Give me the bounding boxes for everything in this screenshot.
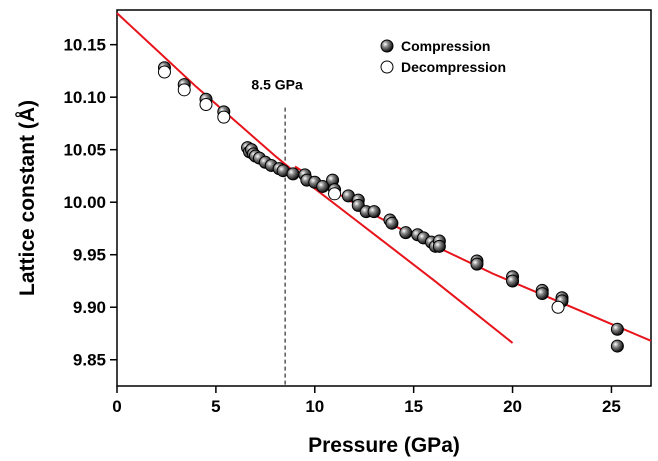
point — [610, 339, 624, 353]
point — [177, 83, 191, 97]
point — [217, 110, 231, 124]
point — [157, 65, 171, 79]
y-tick-label: 10.10 — [63, 88, 106, 107]
x-tick-label: 0 — [112, 397, 121, 416]
x-axis-title: Pressure (GPa) — [308, 434, 460, 457]
point — [432, 239, 446, 253]
point — [399, 226, 413, 240]
point — [470, 257, 484, 271]
y-tick-label: 9.95 — [73, 246, 106, 265]
legend-label: Compression — [401, 38, 490, 54]
y-tick-label: 10.00 — [63, 193, 106, 212]
legend-marker — [380, 39, 394, 53]
y-tick-label: 9.90 — [73, 298, 106, 317]
y-tick-label: 9.85 — [73, 351, 106, 370]
x-tick-label: 15 — [404, 397, 423, 416]
x-tick-label: 20 — [503, 397, 522, 416]
point — [199, 98, 213, 112]
y-tick-label: 10.15 — [63, 36, 106, 55]
point — [328, 187, 342, 201]
point — [286, 167, 300, 181]
point — [506, 274, 520, 288]
legend-label: Decompression — [401, 59, 506, 75]
x-tick-label: 25 — [602, 397, 621, 416]
legend-marker — [380, 60, 394, 74]
point — [385, 216, 399, 230]
y-tick-label: 10.05 — [63, 141, 106, 160]
point — [551, 300, 565, 314]
x-tick-label: 5 — [211, 397, 220, 416]
point — [316, 179, 330, 193]
annotation-text: 8.5 GPa — [251, 77, 303, 93]
point — [535, 287, 549, 301]
point — [610, 322, 624, 336]
x-tick-label: 10 — [305, 397, 324, 416]
point — [367, 205, 381, 219]
plot-frame — [116, 9, 652, 387]
y-axis-title: Lattice constant (Å) — [15, 100, 39, 296]
